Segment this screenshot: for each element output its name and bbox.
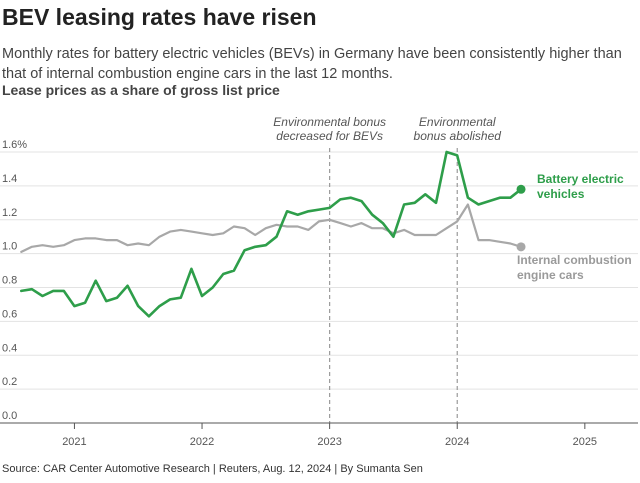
ice-end-point [516, 242, 526, 252]
ice-series-label: Internal combustion [517, 253, 632, 267]
annotation-text: Environmental bonus [273, 115, 386, 129]
source-note: Source: CAR Center Automotive Research |… [2, 463, 423, 475]
series-lines [19, 150, 526, 318]
y-tick-label: 0.6 [2, 308, 17, 320]
y-tick-label: 0.4 [2, 342, 17, 354]
annotation-text: Environmental [419, 115, 496, 129]
bev-series-line [19, 150, 523, 318]
annotation-text: bonus abolished [414, 129, 502, 143]
chart-title: Lease prices as a share of gross list pr… [2, 82, 280, 98]
y-tick-label: 0.0 [2, 410, 17, 422]
gridlines [0, 151, 638, 390]
x-tick-label: 2024 [445, 436, 469, 448]
x-tick-label: 2022 [190, 436, 214, 448]
ice-series-label: engine cars [517, 268, 584, 282]
bev-series-label: vehicles [537, 187, 585, 201]
y-tick-label: 1.6% [2, 139, 27, 151]
page-title: BEV leasing rates have risen [2, 4, 317, 30]
bev-series-label: Battery electric [537, 172, 624, 186]
y-tick-label: 1.2 [2, 207, 17, 219]
ice-series-line [20, 203, 523, 253]
annotation-text: decreased for BEVs [276, 129, 383, 143]
x-tick-label: 2025 [573, 436, 597, 448]
x-tick-label: 2021 [62, 436, 86, 448]
y-tick-label: 1.0 [2, 241, 17, 253]
bev-end-point [516, 184, 526, 194]
y-tick-label: 0.8 [2, 275, 17, 287]
page-subtitle: Monthly rates for battery electric vehic… [2, 46, 622, 82]
y-tick-label: 1.4 [2, 173, 17, 185]
axes: 0.0 0.2 0.4 0.6 0.8 1.0 1.2 1.4 1.6% 2021 2022 2023… [0, 139, 638, 448]
y-tick-label: 0.2 [2, 376, 17, 388]
x-tick-label: 2023 [317, 436, 341, 448]
